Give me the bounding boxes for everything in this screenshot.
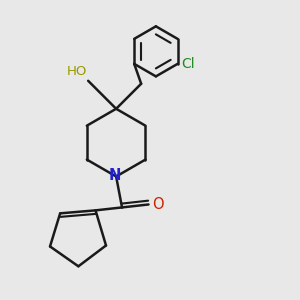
Text: O: O <box>152 197 164 212</box>
Text: HO: HO <box>66 65 87 78</box>
Text: Cl: Cl <box>181 57 195 71</box>
Text: N: N <box>109 167 121 182</box>
